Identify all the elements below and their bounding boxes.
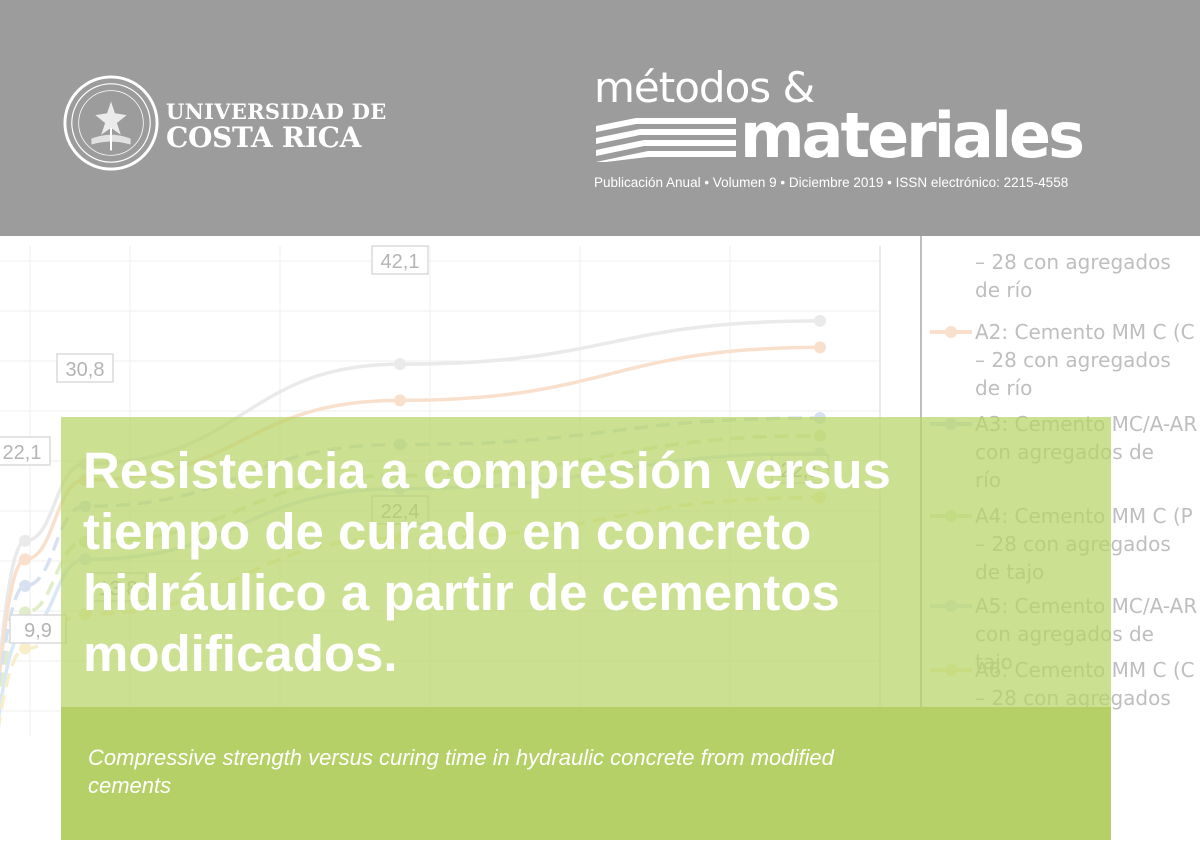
publication-info: Publicación Anual • Volumen 9 • Diciembr…	[594, 175, 1069, 190]
data-label-box	[0, 436, 51, 466]
data-point	[394, 394, 406, 407]
legend-entry: – 28 con agregados de río	[975, 250, 1171, 302]
data-label-box	[56, 353, 114, 383]
data-point	[19, 579, 31, 592]
university-name: UNIVERSIDAD DE COSTA RICA	[166, 100, 387, 152]
data-point	[19, 534, 31, 547]
data-point	[814, 341, 826, 354]
university-name-line2: COSTA RICA	[166, 121, 362, 154]
data-label: 9,9	[24, 620, 52, 642]
data-point	[394, 358, 406, 371]
article-subtitle: Compressive strength versus curing time …	[88, 745, 834, 798]
data-label-box	[371, 245, 429, 275]
data-point	[19, 553, 31, 566]
legend-entry: A2: Cemento MM C (C – 28 con agregados de …	[975, 320, 1195, 400]
journal-header: UNIVERSIDAD DE COSTA RICA métodos & mate…	[0, 0, 1200, 236]
subtitle-band	[61, 707, 1111, 840]
journal-name-top: métodos &	[594, 63, 815, 112]
article-title: Resistencia a compresión versus tiempo d…	[83, 442, 891, 682]
data-label: 22,1	[3, 442, 42, 464]
university-name-line1: UNIVERSIDAD DE	[166, 99, 387, 124]
university-seal-icon	[63, 75, 159, 171]
legend-marker	[945, 326, 957, 338]
data-label: 30,8	[66, 359, 105, 381]
data-point	[19, 642, 31, 655]
title-overlay	[61, 417, 1111, 707]
data-point	[814, 314, 826, 327]
stripes-logo-icon	[596, 118, 736, 162]
journal-name-bottom: materiales	[740, 99, 1085, 172]
data-label: 42,1	[381, 251, 420, 273]
